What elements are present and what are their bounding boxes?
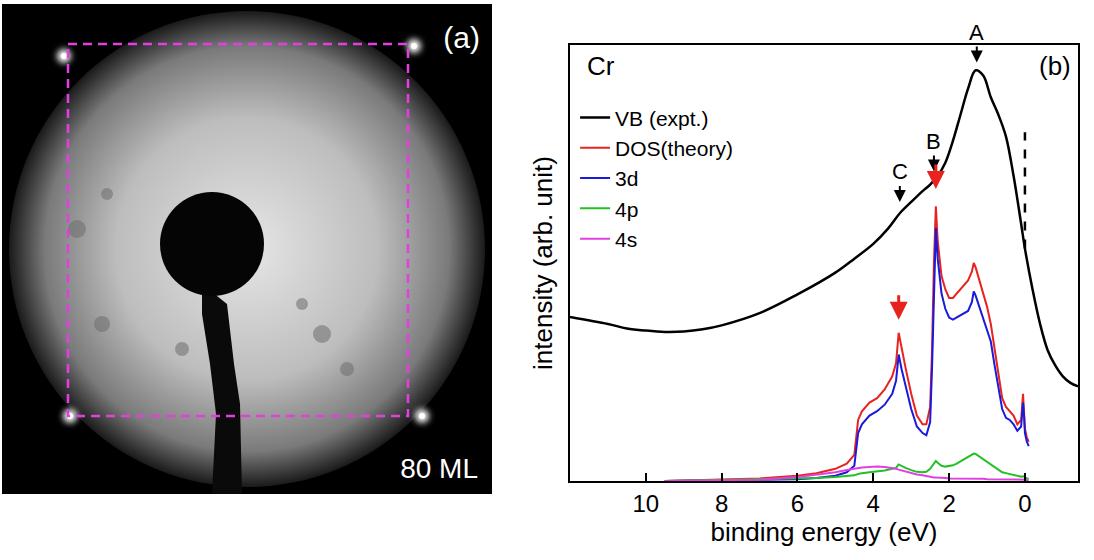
- svg-text:10: 10: [632, 490, 659, 517]
- svg-text:(b): (b): [1039, 51, 1071, 81]
- svg-text:B: B: [926, 129, 941, 154]
- svg-text:2: 2: [942, 490, 955, 517]
- svg-text:intensity (arb. unit): intensity (arb. unit): [528, 156, 558, 370]
- svg-text:8: 8: [715, 490, 728, 517]
- svg-text:DOS(theory): DOS(theory): [615, 137, 733, 160]
- svg-text:4: 4: [867, 490, 880, 517]
- svg-text:4p: 4p: [615, 198, 638, 221]
- svg-text:80 ML: 80 ML: [400, 453, 478, 484]
- svg-text:3d: 3d: [615, 167, 638, 190]
- svg-text:0: 0: [1018, 490, 1031, 517]
- svg-text:Cr: Cr: [587, 51, 615, 81]
- svg-text:6: 6: [791, 490, 804, 517]
- svg-text:4s: 4s: [615, 228, 637, 251]
- svg-text:(a): (a): [443, 21, 480, 54]
- svg-text:A: A: [969, 20, 984, 45]
- svg-text:VB (expt.): VB (expt.): [615, 107, 708, 130]
- svg-text:binding energy (eV): binding energy (eV): [711, 517, 938, 547]
- svg-text:C: C: [892, 159, 908, 184]
